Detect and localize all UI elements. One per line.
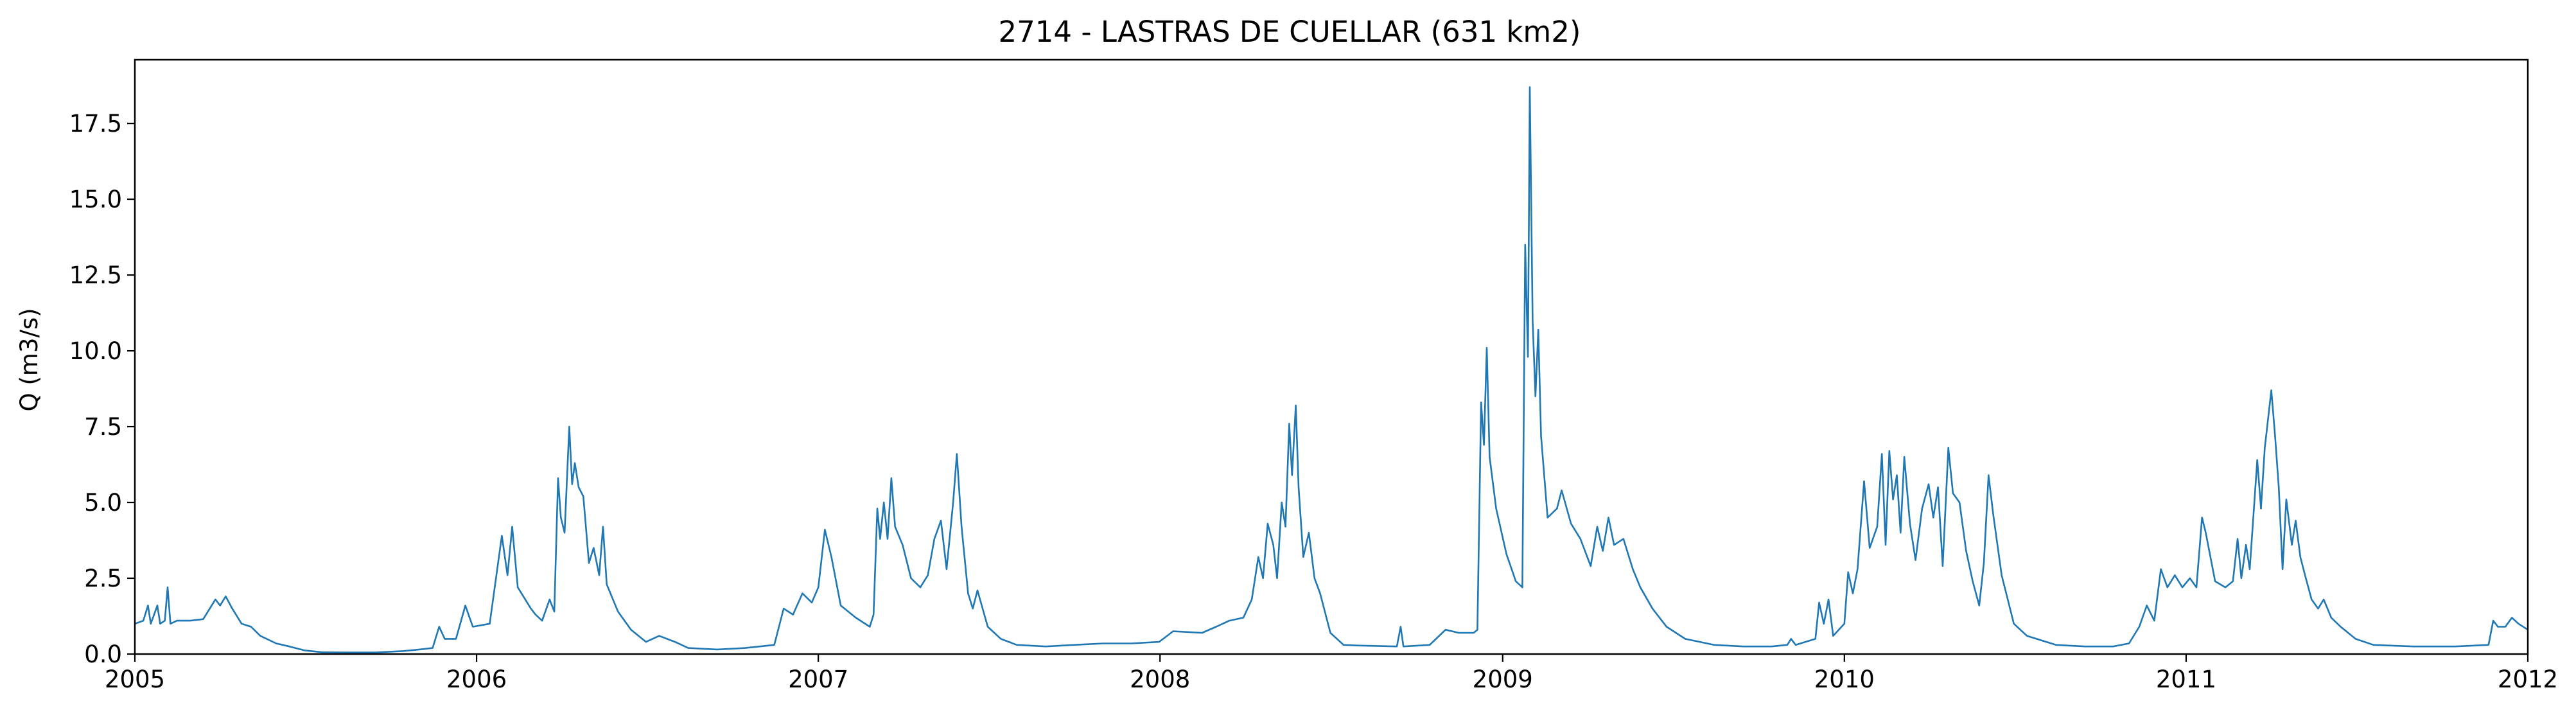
chart-title: 2714 - LASTRAS DE CUELLAR (631 km2): [999, 15, 1581, 49]
x-tick-label: 2009: [1473, 666, 1533, 693]
y-tick-label: 17.5: [69, 110, 122, 137]
x-tick-label: 2010: [1814, 666, 1875, 693]
x-tick-label: 2008: [1130, 666, 1190, 693]
y-tick-label: 15.0: [69, 186, 122, 213]
y-tick-label: 0.0: [84, 641, 122, 668]
x-tick-label: 2006: [446, 666, 507, 693]
y-tick-label: 10.0: [69, 337, 122, 365]
x-tick-label: 2011: [2156, 666, 2216, 693]
y-tick-label: 5.0: [84, 489, 122, 517]
discharge-series-line: [134, 86, 2528, 653]
y-axis-label: Q (m3/s): [15, 308, 43, 411]
y-tick-label: 7.5: [84, 413, 122, 441]
x-tick-label: 2005: [105, 666, 165, 693]
y-tick-label: 12.5: [69, 261, 122, 289]
x-axis: 2005 2006 2007 2008 2009 2010 2011 2012: [105, 654, 2558, 693]
x-tick-label: 2007: [788, 666, 848, 693]
x-tick-label: 2012: [2498, 666, 2558, 693]
y-tick-label: 2.5: [84, 565, 122, 592]
y-axis: 0.0 2.5 5.0 7.5 10.0 12.5 15.0 17.5: [69, 110, 135, 668]
plot-frame: [134, 58, 2529, 655]
